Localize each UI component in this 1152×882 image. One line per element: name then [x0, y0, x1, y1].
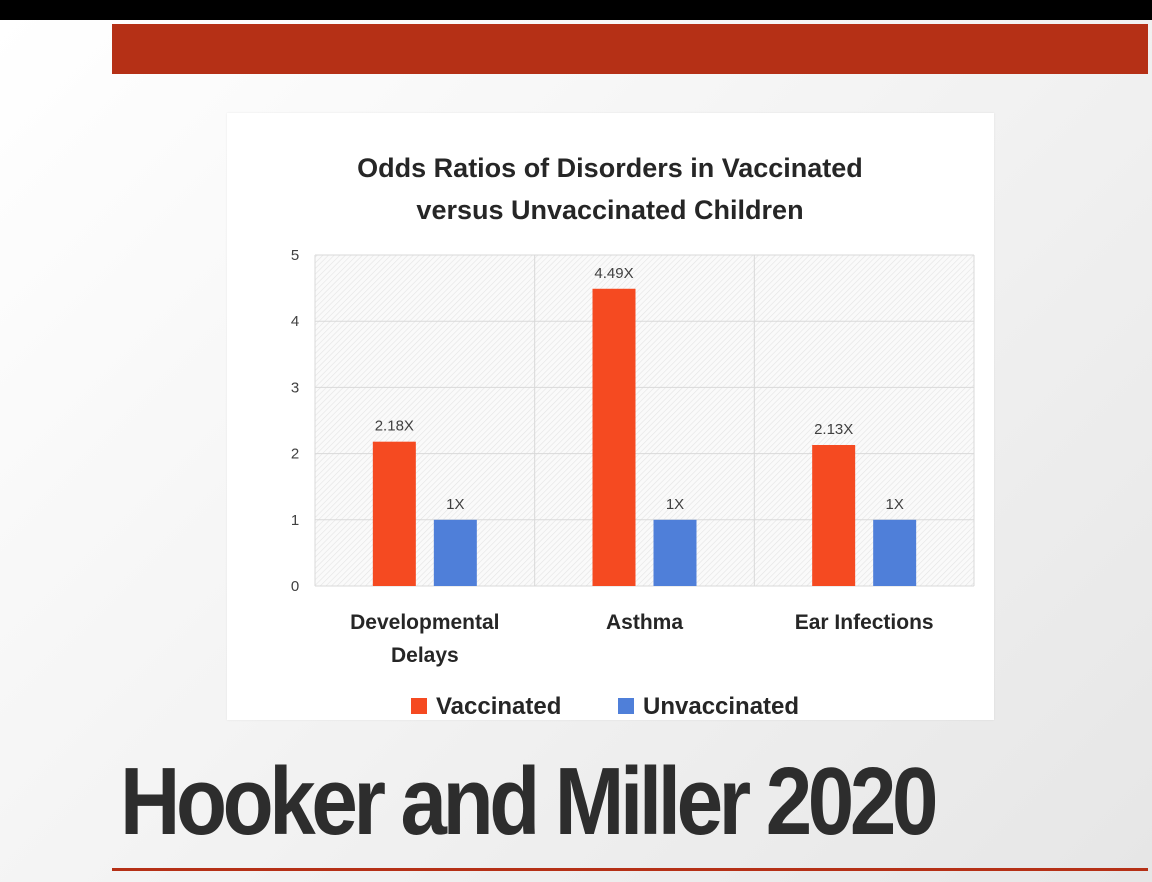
- data-label: 4.49X: [594, 265, 633, 282]
- data-label: 2.13X: [814, 421, 853, 438]
- y-tick-label: 2: [291, 446, 299, 463]
- chart-title-line: Odds Ratios of Disorders in Vaccinated: [357, 153, 863, 183]
- plot-area: [315, 255, 974, 586]
- bar-unvaccinated-1: [653, 519, 697, 586]
- legend-swatch-unvaccinated: [618, 698, 634, 714]
- data-label: 1X: [666, 496, 684, 513]
- bar-vaccinated-2: [812, 444, 856, 586]
- bar-unvaccinated-0: [433, 519, 477, 586]
- data-label: 1X: [446, 496, 464, 513]
- bar-chart: Odds Ratios of Disorders in Vaccinated ve…: [291, 153, 975, 720]
- legend-label: Vaccinated: [436, 693, 561, 720]
- header-accent-bar: [112, 24, 1148, 74]
- y-tick-label: 4: [291, 313, 299, 330]
- bar-vaccinated-1: [592, 288, 636, 586]
- slide-title: Hooker and Miller 2020: [120, 748, 938, 855]
- y-tick-label: 5: [291, 247, 299, 264]
- x-category-label: Delays: [391, 644, 459, 667]
- x-category-label: Asthma: [606, 611, 683, 634]
- footer-accent-line: [112, 868, 1148, 871]
- y-tick-label: 3: [291, 379, 299, 396]
- legend-swatch-vaccinated: [411, 698, 427, 714]
- data-label: 1X: [885, 496, 903, 513]
- y-tick-label: 0: [291, 578, 299, 595]
- chart-title-line: versus Unvaccinated Children: [416, 195, 803, 225]
- x-category-label: Developmental: [350, 611, 499, 634]
- data-label: 2.18X: [375, 418, 414, 435]
- chart-panel: Odds Ratios of Disorders in Vaccinated ve…: [227, 113, 994, 720]
- x-category-label: Ear Infections: [795, 611, 934, 634]
- legend-label: Unvaccinated: [643, 693, 799, 720]
- bar-unvaccinated-2: [873, 519, 917, 586]
- y-tick-label: 1: [291, 512, 299, 529]
- slide: Odds Ratios of Disorders in Vaccinated ve…: [0, 20, 1152, 882]
- bar-vaccinated-0: [372, 441, 416, 586]
